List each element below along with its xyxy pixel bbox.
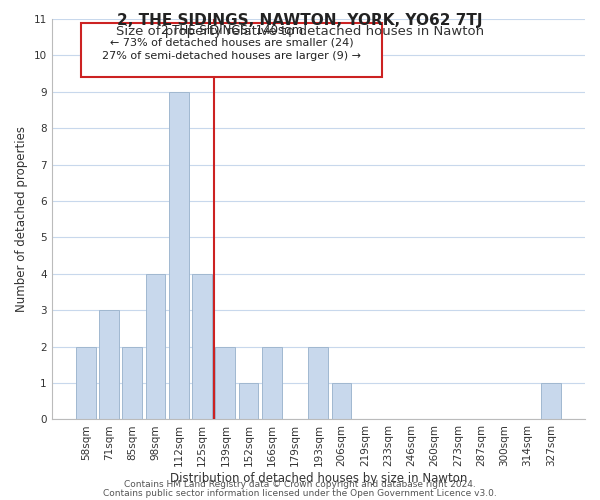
Bar: [169, 92, 188, 420]
Text: 27% of semi-detached houses are larger (9) →: 27% of semi-detached houses are larger (…: [102, 51, 361, 61]
X-axis label: Distribution of detached houses by size in Nawton: Distribution of detached houses by size …: [170, 472, 467, 485]
Bar: [332, 383, 352, 420]
FancyBboxPatch shape: [81, 23, 382, 77]
Y-axis label: Number of detached properties: Number of detached properties: [15, 126, 28, 312]
Bar: [192, 274, 212, 420]
Text: Contains public sector information licensed under the Open Government Licence v3: Contains public sector information licen…: [103, 489, 497, 498]
Bar: [541, 383, 561, 420]
Text: ← 73% of detached houses are smaller (24): ← 73% of detached houses are smaller (24…: [110, 37, 353, 47]
Bar: [122, 346, 142, 420]
Text: Size of property relative to detached houses in Nawton: Size of property relative to detached ho…: [116, 25, 484, 38]
Bar: [99, 310, 119, 420]
Bar: [239, 383, 259, 420]
Text: 2, THE SIDINGS, NAWTON, YORK, YO62 7TJ: 2, THE SIDINGS, NAWTON, YORK, YO62 7TJ: [117, 12, 483, 28]
Bar: [308, 346, 328, 420]
Bar: [76, 346, 95, 420]
Bar: [146, 274, 166, 420]
Bar: [215, 346, 235, 420]
Bar: [262, 346, 282, 420]
Text: Contains HM Land Registry data © Crown copyright and database right 2024.: Contains HM Land Registry data © Crown c…: [124, 480, 476, 489]
Text: 2 THE SIDINGS: 140sqm: 2 THE SIDINGS: 140sqm: [161, 24, 303, 37]
